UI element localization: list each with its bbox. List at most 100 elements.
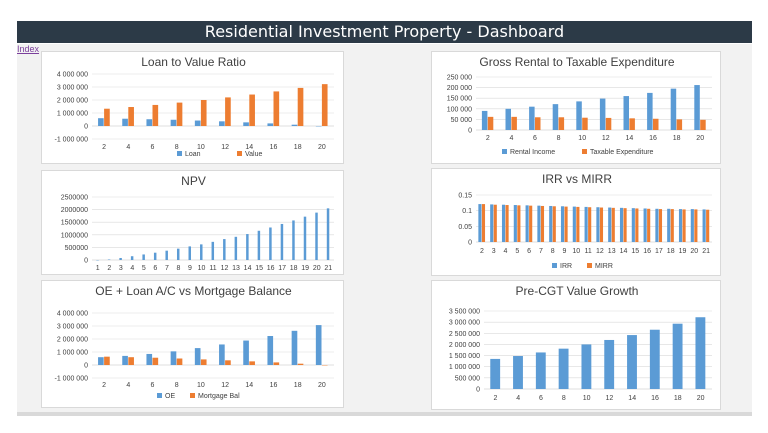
bar-mirr <box>670 209 674 242</box>
bar-oe <box>219 344 225 365</box>
bar-mirr <box>588 207 592 242</box>
x-tick-label: 4 <box>504 248 508 255</box>
x-tick-label: 8 <box>551 248 555 255</box>
x-tick-label: 14 <box>626 135 634 142</box>
bar-value <box>225 97 231 126</box>
bar-taxable-expenditure <box>582 117 588 130</box>
bar-mirr <box>623 208 627 242</box>
bar-taxable-expenditure <box>629 118 635 130</box>
legend-swatch <box>587 263 592 268</box>
bar-irr <box>690 209 694 242</box>
bar-value <box>128 107 134 126</box>
bar-irr <box>678 209 683 242</box>
bar-value <box>280 223 284 260</box>
x-tick-label: 10 <box>197 382 205 389</box>
bar-value <box>581 344 592 389</box>
bar-value <box>292 220 295 260</box>
dashboard-title: Residential Investment Property - Dashbo… <box>17 21 752 43</box>
bar-oe <box>315 325 322 365</box>
bar-mirr <box>540 205 545 242</box>
x-tick-label: 2 <box>102 144 106 151</box>
x-tick-label: 18 <box>294 382 302 389</box>
bar-value <box>165 250 168 260</box>
pre-cgt-value-growth-chart: Pre-CGT Value Growth 0 500 000 1 000 000 1 5… <box>431 280 721 410</box>
legend-label: Rental Income <box>510 149 555 156</box>
bar-oe <box>243 340 249 365</box>
bar-taxable-expenditure <box>558 117 565 130</box>
bar-rental-income <box>576 101 582 130</box>
bar-taxable-expenditure <box>700 119 706 130</box>
bar-irr <box>560 206 565 242</box>
bar-rental-income <box>670 88 677 130</box>
bar-taxable-expenditure <box>535 117 541 130</box>
bar-oe <box>122 355 128 365</box>
bar-irr <box>549 205 553 242</box>
x-tick-label: 8 <box>562 395 566 402</box>
bar-mortgage-bal <box>249 361 255 365</box>
bar-value <box>558 348 569 389</box>
bar-value <box>273 91 280 126</box>
bar-mirr <box>682 209 686 242</box>
legend-label: OE <box>165 393 175 400</box>
bar-value <box>153 252 157 260</box>
legend-label: IRR <box>560 263 572 270</box>
bar-irr <box>702 209 706 242</box>
legend-swatch <box>502 149 507 154</box>
y-tick-label: 2 000 000 <box>57 98 88 105</box>
x-tick-label: 16 <box>270 144 278 151</box>
x-tick-label: 21 <box>324 265 332 272</box>
x-tick-label: 10 <box>197 144 205 151</box>
x-tick-label: 18 <box>290 265 298 272</box>
bar-value <box>627 335 637 389</box>
bar-taxable-expenditure <box>487 116 494 130</box>
x-tick-label: 4 <box>130 265 134 272</box>
y-tick-label: 0.1 <box>462 208 472 215</box>
bar-oe <box>291 330 298 365</box>
x-tick-label: 7 <box>539 248 543 255</box>
x-tick-label: 18 <box>674 395 682 402</box>
legend-swatch <box>190 393 195 398</box>
bar-value <box>257 230 261 260</box>
index-link[interactable]: Index <box>17 44 40 54</box>
x-tick-label: 12 <box>602 135 610 142</box>
x-tick-label: 15 <box>255 265 263 272</box>
pre-cgt-value-growth-chart-svg: Pre-CGT Value Growth 0 500 000 1 000 000 1 5… <box>449 284 712 402</box>
bar-mortgage-bal <box>200 359 207 365</box>
legend-label: Value <box>245 151 262 158</box>
y-tick-label: 200 000 <box>447 85 472 92</box>
bar-irr <box>667 208 671 242</box>
bar-oe <box>267 336 274 365</box>
bar-rental-income <box>505 108 511 130</box>
legend-swatch <box>237 151 242 156</box>
bar-rental-income <box>599 98 606 130</box>
y-tick-label: 0 <box>468 240 472 247</box>
bar-value <box>176 102 183 126</box>
x-tick-label: 8 <box>175 144 179 151</box>
y-tick-label: 3 000 000 <box>449 320 480 327</box>
legend-swatch <box>552 263 557 268</box>
y-tick-label: 0.15 <box>458 193 472 200</box>
bar-oe <box>194 348 201 365</box>
x-tick-label: 14 <box>244 265 252 272</box>
legend-swatch <box>177 151 182 156</box>
bar-irr <box>643 208 647 242</box>
bar-mirr <box>647 208 651 242</box>
bar-irr <box>584 206 588 242</box>
x-tick-label: 10 <box>583 395 591 402</box>
x-tick-label: 6 <box>151 144 155 151</box>
x-tick-label: 18 <box>667 248 675 255</box>
bar-irr <box>631 208 635 242</box>
legend-swatch <box>157 393 162 398</box>
x-tick-label: 12 <box>606 395 614 402</box>
bar-value <box>223 239 226 260</box>
y-tick-label: 150 000 <box>447 96 472 103</box>
x-tick-label: 21 <box>702 248 710 255</box>
bar-irr <box>572 206 576 242</box>
legend-label: MIRR <box>595 263 613 270</box>
bar-mirr <box>517 205 521 242</box>
x-tick-label: 4 <box>126 144 130 151</box>
x-tick-label: 20 <box>697 395 705 402</box>
bar-value <box>315 212 318 260</box>
bar-rental-income <box>694 85 700 130</box>
bar-value <box>211 241 215 260</box>
